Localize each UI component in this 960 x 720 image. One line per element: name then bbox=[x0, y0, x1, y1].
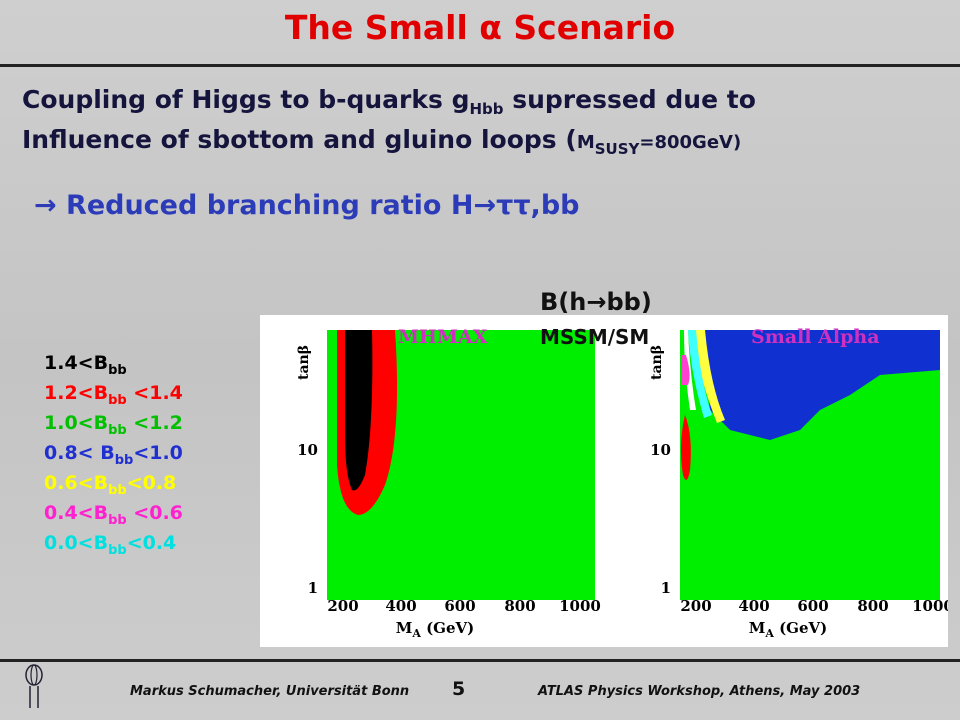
page-number: 5 bbox=[452, 678, 466, 700]
y-tick-label: 10 bbox=[650, 441, 671, 459]
y-tick-label: 1 bbox=[308, 579, 318, 597]
legend-text: <0.8 bbox=[126, 472, 177, 494]
x-tick-label: 800 bbox=[504, 597, 535, 615]
legend-text: 1.0<B bbox=[44, 412, 109, 434]
region bbox=[345, 330, 373, 491]
plot-title: B(h→bb) bbox=[540, 288, 652, 316]
subscript: Hbb bbox=[469, 100, 504, 118]
plot-subtitle: MSSM/SM bbox=[540, 325, 650, 349]
x-tick-label: 200 bbox=[680, 597, 711, 615]
footer-author: Markus Schumacher, Universität Bonn bbox=[130, 684, 410, 699]
legend-text: <1.4 bbox=[126, 382, 183, 404]
legend-subscript: bb bbox=[108, 362, 127, 378]
legend-text: <1.0 bbox=[133, 442, 183, 464]
x-tick-label: 400 bbox=[738, 597, 769, 615]
text: (GeV) bbox=[421, 619, 474, 637]
legend-subscript: bb bbox=[108, 392, 127, 408]
plot-label: MHMAX bbox=[398, 326, 488, 348]
x-tick-label: 600 bbox=[797, 597, 828, 615]
text: M bbox=[749, 619, 766, 637]
text: =800GeV) bbox=[639, 132, 742, 153]
subscript: A bbox=[411, 627, 421, 640]
footer-rule bbox=[0, 659, 960, 662]
y-tick-label: 1 bbox=[661, 579, 671, 597]
legend-item: 0.6<Bbb<0.8 bbox=[44, 472, 176, 498]
subscript: A bbox=[764, 627, 774, 640]
legend-item: 0.4<Bbb <0.6 bbox=[44, 502, 183, 528]
legend-item: 0.0<Bbb<0.4 bbox=[44, 532, 176, 558]
legend-text: 1.4<B bbox=[44, 352, 109, 374]
x-tick-label: 400 bbox=[385, 597, 416, 615]
text-line: Influence of sbottom and gluino loops (M… bbox=[22, 125, 741, 158]
x-tick-label: 200 bbox=[327, 597, 358, 615]
legend-subscript: bb bbox=[114, 452, 134, 468]
y-axis-label: tanβ bbox=[649, 345, 665, 380]
region bbox=[682, 355, 690, 385]
legend-item: 1.2<Bbb <1.4 bbox=[44, 382, 183, 408]
y-axis-label: tanβ bbox=[296, 345, 312, 380]
x-tick-label: 1000 bbox=[912, 597, 948, 615]
slide-title: The Small α Scenario bbox=[284, 8, 676, 47]
region bbox=[700, 330, 940, 440]
x-axis-label: MA (GeV) bbox=[749, 619, 828, 640]
text: Influence of sbottom and gluino loops ( bbox=[22, 125, 577, 154]
x-tick-label: 600 bbox=[444, 597, 475, 615]
region bbox=[688, 330, 712, 418]
region bbox=[680, 415, 691, 480]
text: M bbox=[396, 619, 413, 637]
legend-item: 0.8< Bbb<1.0 bbox=[44, 442, 183, 468]
legend-subscript: bb bbox=[108, 482, 127, 498]
legend-text: <0.6 bbox=[126, 502, 183, 524]
text: Coupling of Higgs to b-quarks g bbox=[22, 85, 470, 114]
conclusion: → Reduced branching ratio H→ττ,bb bbox=[34, 190, 580, 221]
region bbox=[684, 330, 696, 410]
y-tick-label: 10 bbox=[297, 441, 318, 459]
legend-text: 0.4<B bbox=[44, 502, 109, 524]
legend-item: 1.4<Bbb bbox=[44, 352, 127, 378]
legend-text: <1.2 bbox=[126, 412, 183, 434]
legend-text: 0.6<B bbox=[44, 472, 109, 494]
legend-text: 1.2<B bbox=[44, 382, 109, 404]
x-tick-label: 800 bbox=[857, 597, 888, 615]
text: (GeV) bbox=[774, 619, 827, 637]
legend-subscript: bb bbox=[108, 422, 127, 438]
subscript: SUSY bbox=[594, 140, 640, 158]
footer-event: ATLAS Physics Workshop, Athens, May 2003 bbox=[538, 684, 861, 699]
region bbox=[692, 330, 725, 423]
legend-subscript: bb bbox=[108, 512, 127, 528]
text: supressed due to bbox=[503, 85, 756, 114]
legend-subscript: bb bbox=[108, 542, 127, 558]
legend-item: 1.0<Bbb <1.2 bbox=[44, 412, 183, 438]
x-axis-label: MA (GeV) bbox=[396, 619, 475, 640]
plot-label: Small Alpha bbox=[751, 326, 880, 348]
legend-text: 0.0<B bbox=[44, 532, 109, 554]
x-tick-label: 1000 bbox=[559, 597, 601, 615]
text-line: Coupling of Higgs to b-quarks gHbb supre… bbox=[22, 85, 756, 118]
legend-text: 0.8< B bbox=[44, 442, 115, 464]
legend-text: <0.4 bbox=[126, 532, 177, 554]
header-rule bbox=[0, 64, 960, 67]
atlas-logo bbox=[25, 664, 43, 708]
text: M bbox=[576, 132, 595, 153]
